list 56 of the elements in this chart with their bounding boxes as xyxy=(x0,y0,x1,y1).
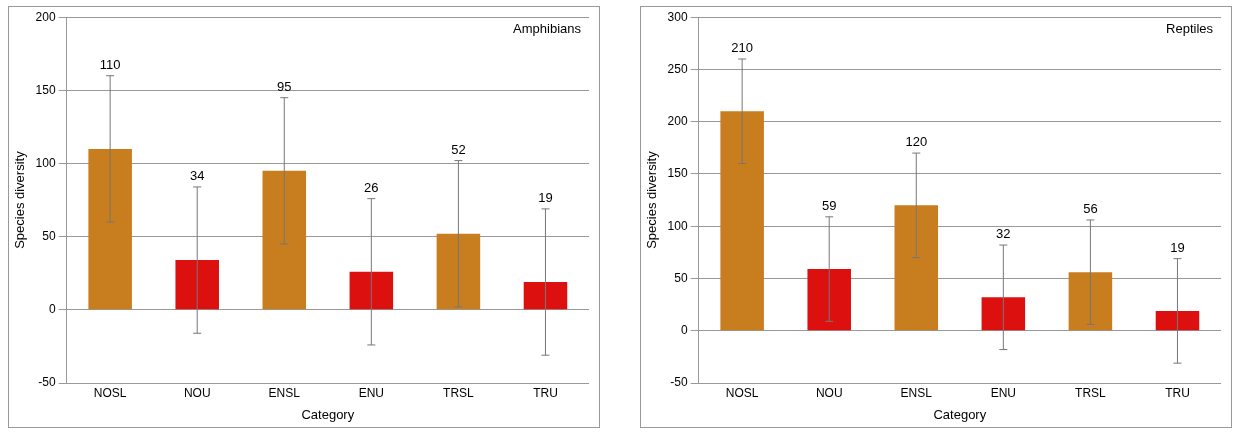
x-tick-label: NOU xyxy=(815,385,843,400)
x-tick-label: TRSL xyxy=(443,385,475,400)
bar xyxy=(1068,272,1113,331)
x-tick-label: NOSL xyxy=(93,385,127,400)
y-tick-label: 150 xyxy=(667,166,688,181)
x-tick-label: ENU xyxy=(358,385,385,400)
y-tick-label: -50 xyxy=(670,375,688,390)
annotation: 56 xyxy=(1083,201,1098,217)
bar xyxy=(436,233,481,310)
annotation: 26 xyxy=(364,179,379,195)
bar xyxy=(807,269,851,331)
x-tick-label: NOU xyxy=(183,385,211,400)
y-axis-title: Species diversity xyxy=(12,150,28,249)
y-tick-label: 0 xyxy=(48,302,56,317)
annotation: 120 xyxy=(905,134,928,150)
bar xyxy=(523,282,568,310)
bar xyxy=(262,170,307,310)
y-tick-label: 50 xyxy=(42,228,56,243)
y-tick-label: 300 xyxy=(667,9,688,24)
annotation: 110 xyxy=(99,56,121,72)
y-tick-label: 50 xyxy=(674,270,688,285)
y-tick-label: 150 xyxy=(35,82,56,97)
bar xyxy=(981,297,1026,331)
y-tick-label: 100 xyxy=(35,155,56,170)
y-tick-label: 0 xyxy=(680,323,688,338)
bar xyxy=(349,271,394,310)
annotation: 34 xyxy=(189,168,205,184)
y-tick-label: 200 xyxy=(35,9,56,24)
chart-title: Reptiles xyxy=(1166,21,1214,37)
bar xyxy=(175,260,219,310)
chart-title: Amphibians xyxy=(513,21,582,37)
x-axis-title: Category xyxy=(301,406,355,422)
y-axis-title: Species diversity xyxy=(644,150,660,249)
x-tick-label: NOSL xyxy=(725,385,759,400)
annotation: 95 xyxy=(277,78,292,94)
x-tick-label: ENU xyxy=(990,385,1017,400)
x-axis-title: Category xyxy=(933,406,987,422)
y-tick-label: 200 xyxy=(667,114,688,129)
x-tick-label: TRU xyxy=(1165,385,1190,400)
annotation: 19 xyxy=(538,189,553,205)
x-tick-label: TRU xyxy=(533,385,558,400)
annotation: 210 xyxy=(731,40,753,56)
y-tick-label: 100 xyxy=(667,218,688,233)
bar xyxy=(1155,310,1200,331)
bar xyxy=(88,148,132,310)
x-tick-label: TRSL xyxy=(1075,385,1107,400)
bar xyxy=(720,111,764,331)
annotation: 52 xyxy=(451,141,466,157)
y-tick-label: 250 xyxy=(667,61,688,76)
bar xyxy=(894,205,939,331)
annotation: 19 xyxy=(1170,239,1185,255)
annotation: 32 xyxy=(996,226,1011,242)
x-tick-label: ENSL xyxy=(268,385,301,400)
y-tick-label: -50 xyxy=(38,375,56,390)
x-tick-label: ENSL xyxy=(900,385,933,400)
annotation: 59 xyxy=(821,197,837,213)
